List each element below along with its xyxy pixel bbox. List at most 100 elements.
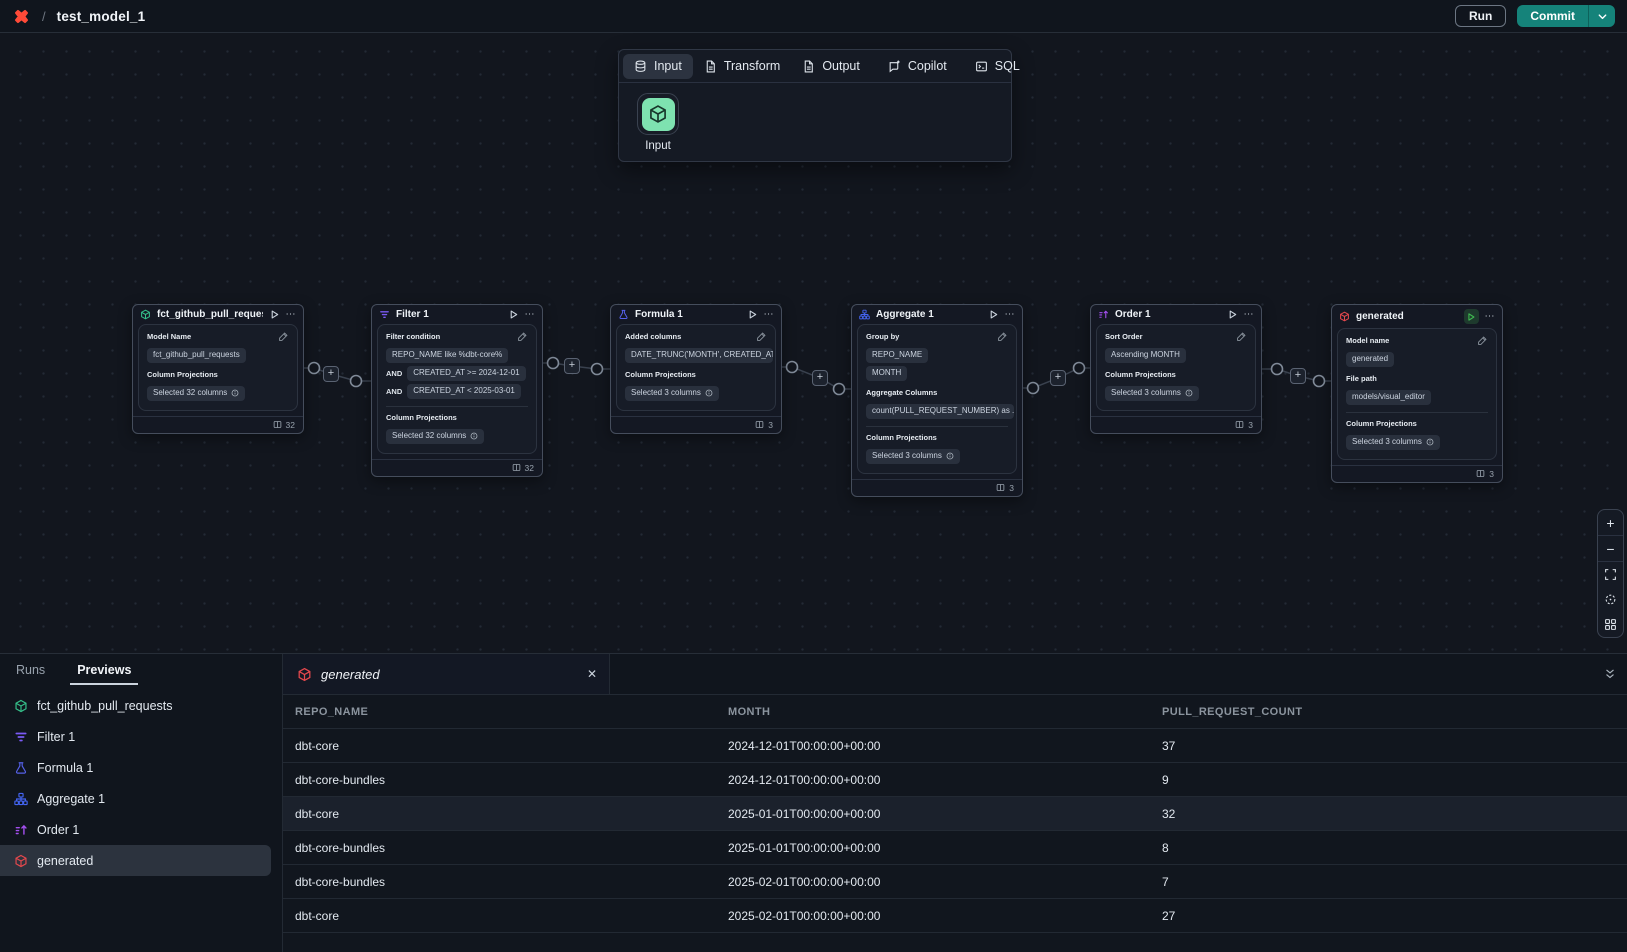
column-header[interactable]: PULL_REQUEST_COUNT [1162, 705, 1303, 718]
table-row[interactable]: dbt-core-bundles 2024-12-01T00:00:00+00:… [283, 763, 1627, 797]
fit-view-button[interactable] [1598, 562, 1623, 587]
sidebar-item-generated[interactable]: generated [0, 845, 271, 876]
table-row[interactable]: dbt-core 2025-01-01T00:00:00+00:00 32 [283, 797, 1627, 831]
play-icon[interactable] [508, 309, 519, 320]
table-row[interactable]: dbt-core-bundles 2025-02-01T00:00:00+00:… [283, 865, 1627, 899]
cell-repo-name: dbt-core [295, 908, 340, 923]
column-projections-chip[interactable]: Selected 3 columns [1346, 435, 1440, 450]
tab-copilot[interactable]: Copilot [877, 54, 958, 79]
edit-icon[interactable] [517, 331, 528, 342]
edge-handle[interactable] [785, 360, 799, 374]
sidebar-item-order-1[interactable]: Order 1 [0, 814, 282, 845]
column-header[interactable]: REPO_NAME [295, 705, 369, 718]
edge-handle[interactable] [1312, 374, 1326, 388]
tab-previews[interactable]: Previews [70, 654, 139, 685]
column-projections-chip[interactable]: Selected 32 columns [386, 429, 485, 444]
column-projections-chip[interactable]: Selected 3 columns [625, 386, 719, 401]
edge-handle[interactable] [349, 374, 363, 388]
column-projections-chip[interactable]: Selected 3 columns [866, 449, 960, 464]
zoom-in-button[interactable]: + [1606, 514, 1615, 531]
node-aggregate-1[interactable]: Aggregate 1 ⋯ Group by REPO_NAME MONTH A… [851, 304, 1023, 497]
model-name-chip[interactable]: generated [1346, 352, 1395, 367]
layout-grid-button[interactable] [1598, 612, 1623, 637]
node-filter-1[interactable]: Filter 1 ⋯ Filter condition REPO_NAME li… [371, 304, 543, 477]
commit-dropdown-button[interactable] [1588, 5, 1615, 27]
edge-handle[interactable] [1270, 362, 1284, 376]
tab-runs[interactable]: Runs [16, 662, 46, 677]
section-label: Filter condition [386, 332, 441, 341]
add-node-button[interactable]: + [1290, 368, 1306, 384]
run-button[interactable]: Run [1455, 5, 1507, 27]
more-icon[interactable]: ⋯ [285, 308, 296, 320]
edit-icon[interactable] [997, 331, 1008, 342]
group-by-chip[interactable]: MONTH [866, 366, 908, 381]
table-row[interactable]: dbt-core 2025-02-01T00:00:00+00:00 27 [283, 899, 1627, 933]
column-projections-chip[interactable]: Selected 32 columns [147, 386, 246, 401]
edge-handle[interactable] [546, 356, 560, 370]
more-icon[interactable]: ⋯ [1004, 308, 1015, 320]
edge-handle[interactable] [307, 361, 321, 375]
input-tile-frame [637, 93, 679, 135]
add-node-button[interactable]: + [564, 358, 580, 374]
preview-tab-generated[interactable]: generated ✕ [283, 654, 610, 694]
edit-icon[interactable] [1236, 331, 1247, 342]
edit-icon[interactable] [756, 331, 767, 342]
dbt-logo-icon[interactable] [12, 7, 31, 26]
sidebar-item-aggregate-1[interactable]: Aggregate 1 [0, 783, 282, 814]
play-icon[interactable] [269, 309, 280, 320]
node-order-1[interactable]: Order 1 ⋯ Sort Order Ascending MONTH Col… [1090, 304, 1262, 434]
filter-chip[interactable]: CREATED_AT >= 2024-12-01 [407, 366, 526, 381]
more-icon[interactable]: ⋯ [1484, 310, 1495, 322]
edit-icon[interactable] [1477, 335, 1488, 346]
sidebar-item-fct-github-pull-requests[interactable]: fct_github_pull_requests [0, 690, 282, 721]
add-node-button[interactable]: + [812, 370, 828, 386]
play-icon[interactable] [1227, 309, 1238, 320]
locate-button[interactable] [1598, 587, 1623, 612]
more-icon[interactable]: ⋯ [1243, 308, 1254, 320]
table-row[interactable]: dbt-core-bundles 2025-01-01T00:00:00+00:… [283, 831, 1627, 865]
edge-handle[interactable] [1026, 381, 1040, 395]
aggregate-chip[interactable]: count(PULL_REQUEST_NUMBER) as ... [866, 404, 1014, 419]
dag-canvas[interactable]: + + + + + Input Transform Output [0, 33, 1627, 653]
edge-handle[interactable] [832, 382, 846, 396]
filter-icon [15, 732, 27, 741]
filter-chip[interactable]: CREATED_AT < 2025-03-01 [407, 384, 521, 399]
column-projections-chip[interactable]: Selected 3 columns [1105, 386, 1199, 401]
close-icon[interactable]: ✕ [586, 667, 597, 681]
tab-output[interactable]: Output [791, 54, 871, 79]
add-node-button[interactable]: + [1050, 370, 1066, 386]
tab-input[interactable]: Input [623, 53, 693, 79]
column-header[interactable]: MONTH [728, 705, 771, 718]
columns-icon [273, 421, 281, 428]
play-icon[interactable] [988, 309, 999, 320]
preview-tab-label: generated [321, 666, 380, 682]
edge-handle[interactable] [590, 362, 604, 376]
value-chip[interactable]: fct_github_pull_requests [147, 348, 246, 363]
commit-button[interactable]: Commit [1517, 5, 1588, 27]
node-formula-1[interactable]: Formula 1 ⋯ Added columns DATE_TRUNC('MO… [610, 304, 782, 434]
more-icon[interactable]: ⋯ [763, 308, 774, 320]
edit-icon[interactable] [278, 331, 289, 342]
canvas-controls: + − [1597, 509, 1624, 638]
group-by-chip[interactable]: REPO_NAME [866, 348, 929, 363]
filter-chip[interactable]: REPO_NAME like %dbt-core% [386, 348, 509, 363]
more-icon[interactable]: ⋯ [524, 308, 535, 320]
formula-chip[interactable]: DATE_TRUNC('MONTH', CREATED_AT... [625, 348, 773, 363]
zoom-out-button[interactable]: − [1606, 540, 1615, 557]
file-path-chip[interactable]: models/visual_editor [1346, 390, 1431, 405]
section-label: Aggregate Columns [866, 388, 938, 397]
node-generated[interactable]: generated ⋯ Model name generated File pa… [1331, 304, 1503, 483]
add-node-button[interactable]: + [323, 366, 339, 382]
table-row[interactable]: dbt-core 2024-12-01T00:00:00+00:00 37 [283, 729, 1627, 763]
tab-transform[interactable]: Transform [693, 54, 792, 79]
play-icon[interactable] [747, 309, 758, 320]
tab-sql[interactable]: SQL [964, 54, 1031, 79]
play-button[interactable] [1463, 309, 1479, 324]
edge-handle[interactable] [1072, 361, 1086, 375]
sidebar-item-formula-1[interactable]: Formula 1 [0, 752, 282, 783]
node-fct-github-pull-requests[interactable]: fct_github_pull_requests ⋯ Model Name fc… [132, 304, 304, 434]
collapse-panel-icon[interactable] [1603, 667, 1617, 681]
sort-chip[interactable]: Ascending MONTH [1105, 348, 1186, 363]
sidebar-item-filter-1[interactable]: Filter 1 [0, 721, 282, 752]
input-node-tile[interactable]: Input [633, 93, 683, 152]
